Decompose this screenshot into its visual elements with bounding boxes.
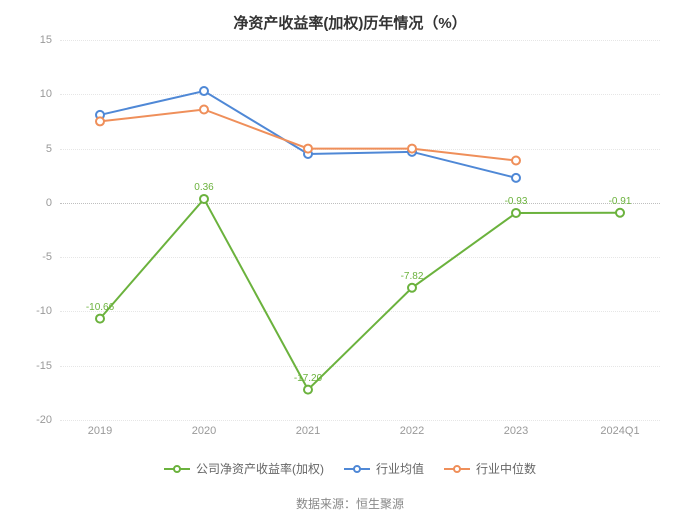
legend-label: 公司净资产收益率(加权) bbox=[196, 460, 324, 477]
legend-marker-icon bbox=[344, 462, 370, 476]
series-marker bbox=[96, 315, 104, 323]
gridline bbox=[60, 420, 660, 421]
series-marker bbox=[200, 105, 208, 113]
legend-item[interactable]: 行业中位数 bbox=[444, 460, 536, 477]
data-point-label: -0.93 bbox=[505, 196, 528, 207]
legend-item[interactable]: 行业均值 bbox=[344, 460, 424, 477]
x-axis-label: 2022 bbox=[400, 425, 424, 437]
y-axis-label: -15 bbox=[12, 360, 52, 372]
series-marker bbox=[408, 145, 416, 153]
chart-svg bbox=[60, 40, 660, 420]
data-point-label: -7.82 bbox=[401, 271, 424, 282]
x-axis-label: 2019 bbox=[88, 425, 112, 437]
x-axis-label: 2024Q1 bbox=[600, 425, 639, 437]
data-point-label: -17.20 bbox=[294, 373, 322, 384]
y-axis-label: 0 bbox=[12, 197, 52, 209]
series-marker bbox=[408, 284, 416, 292]
y-axis-label: 15 bbox=[12, 34, 52, 46]
series-marker bbox=[96, 117, 104, 125]
series-marker bbox=[304, 386, 312, 394]
chart-title: 净资产收益率(加权)历年情况（%） bbox=[0, 0, 700, 33]
legend-marker-icon bbox=[164, 462, 190, 476]
y-axis-label: 5 bbox=[12, 143, 52, 155]
legend: 公司净资产收益率(加权) 行业均值 行业中位数 bbox=[0, 460, 700, 479]
series-marker bbox=[304, 145, 312, 153]
legend-label: 行业均值 bbox=[376, 460, 424, 477]
series-marker bbox=[512, 157, 520, 165]
data-source: 数据来源：恒生聚源 bbox=[0, 495, 700, 512]
legend-marker-icon bbox=[444, 462, 470, 476]
series-marker bbox=[512, 174, 520, 182]
series-line bbox=[100, 91, 516, 178]
y-axis-label: -10 bbox=[12, 305, 52, 317]
legend-item[interactable]: 公司净资产收益率(加权) bbox=[164, 460, 324, 477]
x-axis-label: 2023 bbox=[504, 425, 528, 437]
data-point-label: -0.91 bbox=[609, 196, 632, 207]
series-marker bbox=[200, 195, 208, 203]
chart-plot-area: -20-15-10-505101520192020202120222023202… bbox=[60, 40, 660, 420]
data-point-label: 0.36 bbox=[194, 182, 213, 193]
x-axis-label: 2021 bbox=[296, 425, 320, 437]
y-axis-label: -5 bbox=[12, 251, 52, 263]
x-axis-label: 2020 bbox=[192, 425, 216, 437]
series-marker bbox=[200, 87, 208, 95]
legend-label: 行业中位数 bbox=[476, 460, 536, 477]
series-marker bbox=[512, 209, 520, 217]
series-line bbox=[100, 199, 620, 390]
y-axis-label: -20 bbox=[12, 414, 52, 426]
y-axis-label: 10 bbox=[12, 88, 52, 100]
data-point-label: -10.66 bbox=[86, 302, 114, 313]
series-marker bbox=[616, 209, 624, 217]
